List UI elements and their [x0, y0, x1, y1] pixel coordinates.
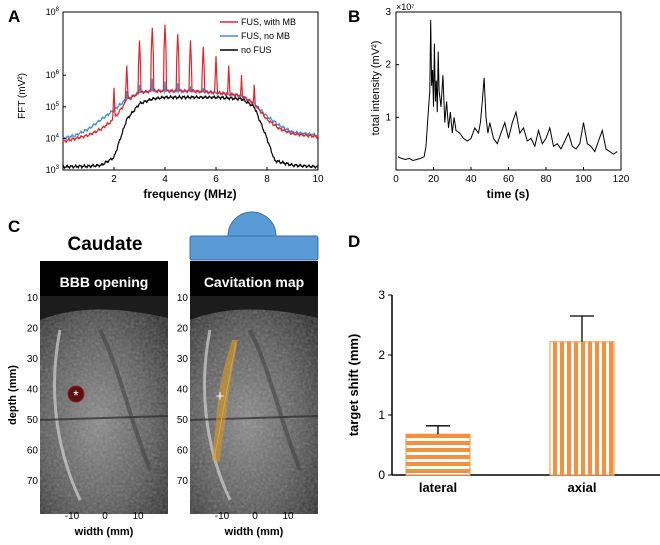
panel-label-b: B	[348, 7, 360, 26]
y-tick-label: 0	[378, 468, 385, 482]
y-tick-label: 106	[46, 70, 60, 80]
category-label-axial: axial	[568, 480, 597, 495]
x-tick-label: 120	[613, 174, 630, 185]
panel-label-a: A	[8, 7, 20, 26]
depth-tick-label: 40	[27, 385, 39, 396]
depth-tick-label: 20	[27, 324, 39, 335]
width-tick-label: 0	[252, 511, 258, 522]
panel-label-d: D	[348, 232, 360, 251]
depth-axis-label: depth (mm)	[7, 365, 19, 425]
depth-tick-label: 20	[177, 324, 189, 335]
width-tick-label: 10	[132, 511, 144, 522]
depth-tick-label: 70	[27, 476, 39, 487]
depth-tick-label: 50	[177, 415, 189, 426]
transducer-icon	[189, 211, 319, 261]
series-line-fus-no-mb	[62, 78, 319, 141]
width-tick-label: 0	[102, 511, 108, 522]
panel-label-c: C	[8, 217, 20, 236]
width-tick-label: -10	[65, 511, 80, 522]
depth-tick-label: 30	[177, 354, 189, 365]
bar-axial	[549, 341, 615, 476]
width-axis-label-right: width (mm)	[224, 526, 284, 538]
depth-tick-label: 50	[27, 415, 39, 426]
legend-item-fus-no-mb: FUS, no MB	[241, 31, 290, 41]
y-tick-label: 104	[46, 133, 60, 143]
mri-panel: Caudate * BBB opening	[7, 211, 319, 538]
category-label-lateral: lateral	[419, 480, 457, 495]
x-tick-label: 100	[575, 174, 592, 185]
width-tick-label: -10	[215, 511, 230, 522]
intensity-line	[397, 19, 618, 162]
series-line-no-fus	[62, 94, 319, 170]
depth-tick-label: 60	[177, 446, 189, 457]
series-line-fus-with-mb	[62, 24, 319, 144]
legend-item-fus-with-mb: FUS, with MB	[241, 17, 296, 27]
x-tick-label: 10	[312, 174, 324, 185]
chart-a-xlabel: frequency (MHz)	[143, 187, 236, 201]
x-tick-label: 6	[213, 174, 219, 185]
depth-tick-label: 10	[177, 293, 189, 304]
y-tick-label: 108	[46, 7, 60, 17]
bar-lateral	[405, 433, 471, 476]
y-tick-label: 103	[46, 165, 60, 175]
y-tick-label: 1	[385, 112, 391, 123]
x-tick-label: 0	[393, 174, 399, 185]
width-tick-label: 10	[282, 511, 294, 522]
x-tick-label: 4	[162, 174, 168, 185]
cavitation-marker-label: +	[216, 388, 225, 405]
y-tick-label: 2	[385, 60, 391, 71]
legend-item-no-fus: no FUS	[241, 45, 272, 55]
x-tick-label: 2	[111, 174, 117, 185]
y-tick-label: 3	[378, 288, 385, 302]
chart-d-ylabel: target shift (mm)	[346, 334, 361, 437]
x-tick-label: 60	[503, 174, 515, 185]
chart-b-ylabel: total intensity (mV²)	[370, 41, 382, 136]
depth-tick-label: 60	[27, 446, 39, 457]
bbb-marker-label: *	[73, 387, 79, 403]
target-shift-chart: lateral axial 0 1 2 3 target shift (mm)	[346, 288, 660, 495]
y-tick-label: 1	[378, 408, 385, 422]
spectrum-chart: 2 4 6 8 10 103 104 105 106 108 frequency (MHz) F…	[17, 7, 324, 201]
depth-tick-label: 30	[27, 354, 39, 365]
chart-a-legend: FUS, with MB FUS, no MB no FUS	[218, 14, 316, 62]
bbb-opening-image: * BBB opening	[39, 261, 169, 514]
y-tick-label: 2	[378, 348, 385, 362]
chart-b-xlabel: time (s)	[487, 187, 530, 201]
x-tick-label: 80	[540, 174, 552, 185]
x-tick-label: 8	[264, 174, 270, 185]
bbb-opening-label: BBB opening	[60, 274, 149, 290]
cavitation-map-label: Cavitation map	[204, 274, 304, 290]
y-tick-label: 105	[46, 102, 60, 112]
depth-tick-label: 70	[177, 476, 189, 487]
depth-tick-label: 40	[177, 385, 189, 396]
cavitation-map-image: + Cavitation map	[189, 261, 319, 514]
depth-tick-label: 10	[27, 293, 39, 304]
caudate-title: Caudate	[68, 234, 143, 255]
chart-a-ylabel: FFT (mV²)	[17, 73, 28, 119]
x-tick-label: 40	[465, 174, 477, 185]
y-tick-label: 3	[385, 7, 391, 18]
x-tick-label: 20	[428, 174, 440, 185]
width-axis-label-left: width (mm)	[74, 526, 134, 538]
bbb-opening-marker	[67, 385, 85, 403]
intensity-chart: ×10⁷ 0 20 40 60 80 100 120 1 2 3 time (s) total …	[370, 2, 630, 201]
chart-b-scale-label: ×10⁷	[396, 2, 415, 12]
